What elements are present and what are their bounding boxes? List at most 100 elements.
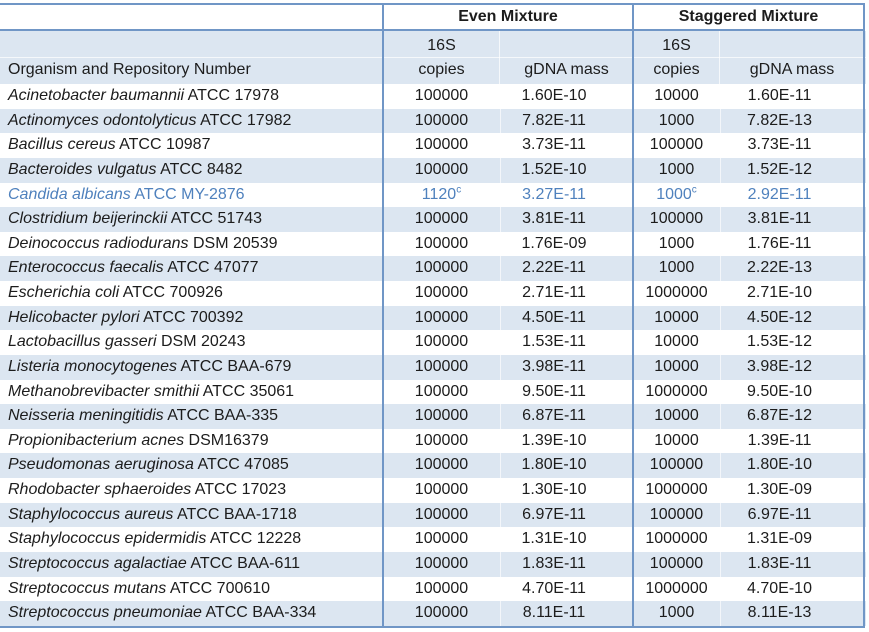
staggered-gdna-mass-cell: 6.97E-11 bbox=[720, 502, 864, 528]
staggered-gdna-mass-cell: 4.70E-10 bbox=[720, 576, 864, 602]
staggered-16s-header-line1: 16S bbox=[662, 37, 691, 54]
organism-name: Neisseria meningitidis bbox=[8, 407, 164, 425]
staggered-16s-copies-cell: 1000c bbox=[656, 184, 697, 203]
organism-name: Deinococcus radiodurans bbox=[8, 234, 189, 252]
staggered-gdna-mass-cell: 3.73E-11 bbox=[720, 133, 864, 158]
table-border-even-staggered-divider bbox=[632, 3, 634, 628]
organism-name: Bacteroides vulgatus bbox=[8, 160, 157, 178]
even-gdna-mass-cell: 3.73E-11 bbox=[500, 133, 633, 158]
footnote-marker: c bbox=[456, 184, 462, 196]
organism-name: Enterococcus faecalis bbox=[8, 259, 164, 277]
staggered-16s-copies-cell: 1000000 bbox=[645, 579, 708, 597]
staggered-16s-copies-cell: 1000 bbox=[658, 160, 695, 178]
staggered-gdna-mass-cell: 1.53E-12 bbox=[720, 330, 864, 355]
staggered-gdna-mass-cell: 1.31E-09 bbox=[720, 527, 864, 552]
staggered-16s-copies-cell: 100000 bbox=[649, 554, 704, 572]
table-row: Deinococcus radiodurans DSM 20539 100000 1… bbox=[0, 231, 866, 257]
staggered-gdna-mass-cell: 7.82E-13 bbox=[720, 108, 864, 134]
organism-cell: Actinomyces odontolyticus ATCC 17982 bbox=[8, 111, 292, 129]
organism-cell: Streptococcus pneumoniae ATCC BAA-334 bbox=[8, 604, 317, 622]
even-gdna-mass-cell: 3.81E-11 bbox=[500, 207, 633, 232]
table-row: Enterococcus faecalis ATCC 47077 100000 2.… bbox=[0, 256, 866, 281]
staggered-16s-copies-cell: 1000000 bbox=[645, 284, 708, 301]
staggered-16s-copies-cell: 1000 bbox=[658, 604, 695, 622]
organism-cell: Listeria monocytogenes ATCC BAA-679 bbox=[8, 357, 292, 375]
organism-cell: Escherichia coli ATCC 700926 bbox=[8, 284, 223, 301]
even-16s-copies-cell: 100000 bbox=[414, 554, 469, 572]
table-border-top bbox=[0, 3, 865, 5]
organism-name: Streptococcus mutans bbox=[8, 579, 167, 597]
organism-name: Rhodobacter sphaeroides bbox=[8, 481, 192, 498]
even-16s-copies-cell: 100000 bbox=[414, 308, 469, 326]
staggered-gdna-mass-cell: 2.92E-11 bbox=[720, 182, 864, 208]
table-row: Staphylococcus epidermidis ATCC 12228 100… bbox=[0, 527, 866, 552]
organism-cell: Methanobrevibacter smithii ATCC 35061 bbox=[8, 382, 295, 400]
organism-name: Bacillus cereus bbox=[8, 136, 116, 154]
organism-name: Acinetobacter baumannii bbox=[8, 87, 185, 104]
table-row: Escherichia coli ATCC 700926 100000 2.71E-… bbox=[0, 281, 866, 306]
organism-cell: Neisseria meningitidis ATCC BAA-335 bbox=[8, 407, 279, 425]
staggered-gdna-mass-cell: 2.71E-10 bbox=[720, 281, 864, 306]
even-16s-copies-cell: 100000 bbox=[414, 210, 469, 228]
staggered-gdna-mass-cell: 9.50E-10 bbox=[720, 379, 864, 405]
staggered-16s-copies-cell: 1000000 bbox=[645, 530, 708, 548]
even-gdna-mass-cell: 3.27E-11 bbox=[500, 182, 633, 208]
table-border-bottom bbox=[0, 626, 865, 628]
table-row: Rhodobacter sphaeroides ATCC 17023 100000… bbox=[0, 478, 866, 503]
even-gdna-mass-cell: 1.83E-11 bbox=[500, 551, 633, 577]
header-gridline-vertical-even bbox=[499, 31, 500, 84]
organism-cell: Streptococcus mutans ATCC 700610 bbox=[8, 579, 271, 597]
header-gridline-horizontal bbox=[0, 57, 866, 58]
staggered-16s-copies-cell: 10000 bbox=[654, 357, 699, 375]
even-16s-copies-cell: 100000 bbox=[414, 382, 469, 400]
organism-name: Candida albicans bbox=[8, 185, 131, 203]
organism-cell: Streptococcus agalactiae ATCC BAA-611 bbox=[8, 554, 301, 572]
even-gdna-mass-header: gDNA mass bbox=[524, 61, 609, 78]
table-row: Staphylococcus aureus ATCC BAA-1718 10000… bbox=[0, 502, 866, 528]
even-gdna-mass-cell: 1.53E-11 bbox=[500, 330, 633, 355]
even-gdna-mass-cell: 4.50E-11 bbox=[500, 305, 633, 331]
organism-cell: Pseudomonas aeruginosa ATCC 47085 bbox=[8, 456, 289, 474]
organism-name: Streptococcus agalactiae bbox=[8, 554, 187, 572]
staggered-gdna-mass-cell: 1.76E-11 bbox=[720, 231, 864, 257]
even-gdna-mass-cell: 6.87E-11 bbox=[500, 404, 633, 429]
table-border-under-group-header bbox=[0, 29, 865, 31]
header-gridline-vertical-staggered bbox=[719, 31, 720, 84]
organism-cell: Candida albicans ATCC MY-2876 bbox=[8, 185, 245, 203]
even-16s-copies-cell: 100000 bbox=[414, 259, 469, 277]
even-16s-copies-cell: 100000 bbox=[414, 530, 469, 548]
even-16s-copies-cell: 100000 bbox=[414, 234, 469, 252]
even-gdna-mass-cell: 4.70E-11 bbox=[500, 576, 633, 602]
staggered-copies-header: copies bbox=[653, 61, 700, 78]
staggered-16s-copies-cell: 1000000 bbox=[645, 481, 708, 498]
organism-cell: Staphylococcus epidermidis ATCC 12228 bbox=[8, 530, 302, 548]
staggered-gdna-mass-cell: 3.81E-11 bbox=[720, 207, 864, 232]
even-gdna-mass-cell: 1.52E-10 bbox=[500, 157, 633, 183]
even-gdna-mass-cell: 8.11E-11 bbox=[500, 601, 633, 626]
staggered-16s-copies-cell: 100000 bbox=[649, 505, 704, 523]
organism-cell: Helicobacter pylori ATCC 700392 bbox=[8, 308, 244, 326]
table-row: Helicobacter pylori ATCC 700392 100000 4.5… bbox=[0, 305, 866, 331]
even-gdna-mass-cell: 6.97E-11 bbox=[500, 502, 633, 528]
even-gdna-mass-cell: 1.60E-10 bbox=[500, 84, 633, 109]
table-row: Methanobrevibacter smithii ATCC 35061 100… bbox=[0, 379, 866, 405]
staggered-16s-copies-cell: 10000 bbox=[654, 333, 699, 351]
organism-name: Streptococcus pneumoniae bbox=[8, 604, 202, 622]
even-gdna-mass-cell: 2.22E-11 bbox=[500, 256, 633, 281]
staggered-16s-copies-cell: 1000000 bbox=[645, 382, 708, 400]
staggered-gdna-mass-cell: 1.52E-12 bbox=[720, 157, 864, 183]
organism-cell: Acinetobacter baumannii ATCC 17978 bbox=[8, 87, 279, 104]
even-16s-copies-cell: 100000 bbox=[414, 604, 469, 622]
organism-cell: Enterococcus faecalis ATCC 47077 bbox=[8, 259, 259, 277]
even-gdna-mass-cell: 9.50E-11 bbox=[500, 379, 633, 405]
staggered-gdna-mass-cell: 8.11E-13 bbox=[720, 601, 864, 626]
organism-name: Lactobacillus gasseri bbox=[8, 333, 157, 351]
staggered-gdna-mass-cell: 2.22E-13 bbox=[720, 256, 864, 281]
even-16s-copies-cell: 100000 bbox=[414, 284, 469, 301]
organism-name: Escherichia coli bbox=[8, 284, 120, 301]
even-copies-header: copies bbox=[418, 61, 465, 78]
table-row: Streptococcus pneumoniae ATCC BAA-334 100… bbox=[0, 601, 866, 626]
even-16s-copies-cell: 100000 bbox=[414, 407, 469, 425]
even-16s-copies-cell: 100000 bbox=[414, 481, 469, 498]
